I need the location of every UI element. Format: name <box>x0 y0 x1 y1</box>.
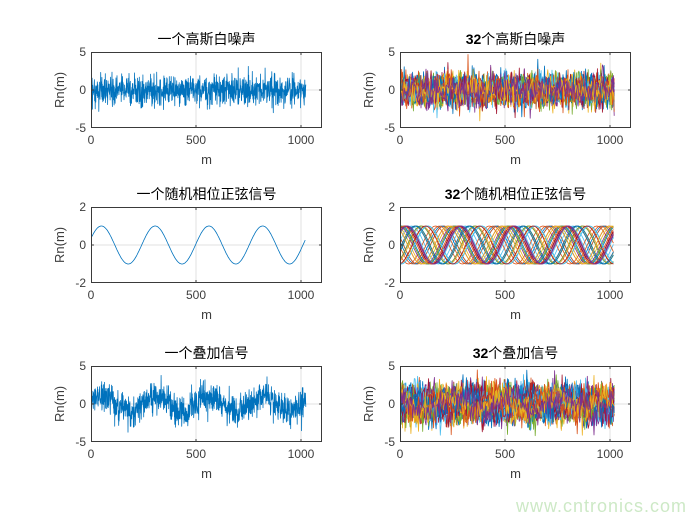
subplot-sum-32: 32个叠加信号 Rn(m) 5 0 -5 0 500 1000 m <box>349 342 649 500</box>
x-tick-label: 0 <box>396 133 404 147</box>
y-tick-label: 2 <box>388 200 395 214</box>
plot-area <box>91 207 322 283</box>
plot-title-number: 32 <box>465 31 482 47</box>
y-tick-label: 0 <box>388 397 395 411</box>
plot-title: 32个随机相位正弦信号 <box>400 184 631 204</box>
y-tick-label: 5 <box>79 45 86 59</box>
x-axis-label: m <box>510 466 521 481</box>
x-tick-label: 0 <box>396 288 404 302</box>
x-tick-label: 0 <box>87 288 95 302</box>
x-tick-label: 500 <box>185 447 207 461</box>
watermark: www.cntronics.com <box>515 496 687 516</box>
subplot-sum-single: 一个叠加信号 Rn(m) 5 0 -5 0 500 1000 m <box>40 342 340 500</box>
x-tick-label: 500 <box>185 288 207 302</box>
x-tick-label: 0 <box>87 447 95 461</box>
subplot-sine-32: 32个随机相位正弦信号 Rn(m) 2 0 -2 0 500 1000 m <box>349 183 649 341</box>
x-tick-label: 500 <box>494 288 516 302</box>
x-tick-label: 1000 <box>287 288 315 302</box>
x-axis-label: m <box>201 307 212 322</box>
x-tick-label: 1000 <box>596 447 624 461</box>
plot-title: 一个高斯白噪声 <box>91 29 322 49</box>
y-tick-label: -2 <box>384 276 395 290</box>
x-tick-label: 500 <box>185 133 207 147</box>
y-tick-label: -5 <box>384 121 395 135</box>
y-tick-label: 0 <box>79 238 86 252</box>
y-tick-label: -2 <box>75 276 86 290</box>
subplot-gaussian-noise-32: 32个高斯白噪声 Rn(m) 5 0 -5 0 500 1000 m <box>349 28 649 186</box>
plot-title-text: 个叠加信号 <box>488 347 559 362</box>
x-axis-label: m <box>201 466 212 481</box>
plot-title-text: 个随机相位正弦信号 <box>460 188 587 203</box>
plot-title-number: 32 <box>472 345 489 361</box>
y-tick-label: 0 <box>79 397 86 411</box>
x-tick-label: 1000 <box>287 447 315 461</box>
y-tick-label: 5 <box>388 45 395 59</box>
x-tick-label: 0 <box>396 447 404 461</box>
y-tick-label: 5 <box>388 359 395 373</box>
x-tick-label: 500 <box>494 447 516 461</box>
plot-title-number: 32 <box>444 186 461 202</box>
plot-area <box>400 207 631 283</box>
plot-area <box>400 52 631 128</box>
y-tick-label: 0 <box>79 83 86 97</box>
plot-title-text: 个高斯白噪声 <box>481 33 566 48</box>
x-tick-label: 500 <box>494 133 516 147</box>
x-tick-label: 1000 <box>596 288 624 302</box>
y-tick-label: 0 <box>388 238 395 252</box>
plot-title: 一个叠加信号 <box>91 343 322 363</box>
x-axis-label: m <box>510 307 521 322</box>
x-tick-label: 0 <box>87 133 95 147</box>
x-axis-label: m <box>510 152 521 167</box>
y-tick-label: 5 <box>79 359 86 373</box>
plot-area <box>91 52 322 128</box>
y-tick-label: -5 <box>75 121 86 135</box>
y-tick-label: -5 <box>75 435 86 449</box>
x-tick-label: 1000 <box>287 133 315 147</box>
y-tick-label: -5 <box>384 435 395 449</box>
x-tick-label: 1000 <box>596 133 624 147</box>
plot-title: 32个叠加信号 <box>400 343 631 363</box>
plot-title: 32个高斯白噪声 <box>400 29 631 49</box>
plot-area <box>91 366 322 442</box>
y-tick-label: 2 <box>79 200 86 214</box>
plot-area <box>400 366 631 442</box>
plot-title-text: 一个随机相位正弦信号 <box>136 188 277 203</box>
subplot-sine-single: 一个随机相位正弦信号 Rn(m) 2 0 -2 0 500 1000 m <box>40 183 340 341</box>
x-axis-label: m <box>201 152 212 167</box>
subplot-gaussian-noise-single: 一个高斯白噪声 Rn(m) 5 0 -5 0 500 1000 m <box>40 28 340 186</box>
y-tick-label: 0 <box>388 83 395 97</box>
plot-title-text: 一个高斯白噪声 <box>157 33 256 48</box>
plot-title: 一个随机相位正弦信号 <box>91 184 322 204</box>
plot-title-text: 一个叠加信号 <box>164 347 249 362</box>
